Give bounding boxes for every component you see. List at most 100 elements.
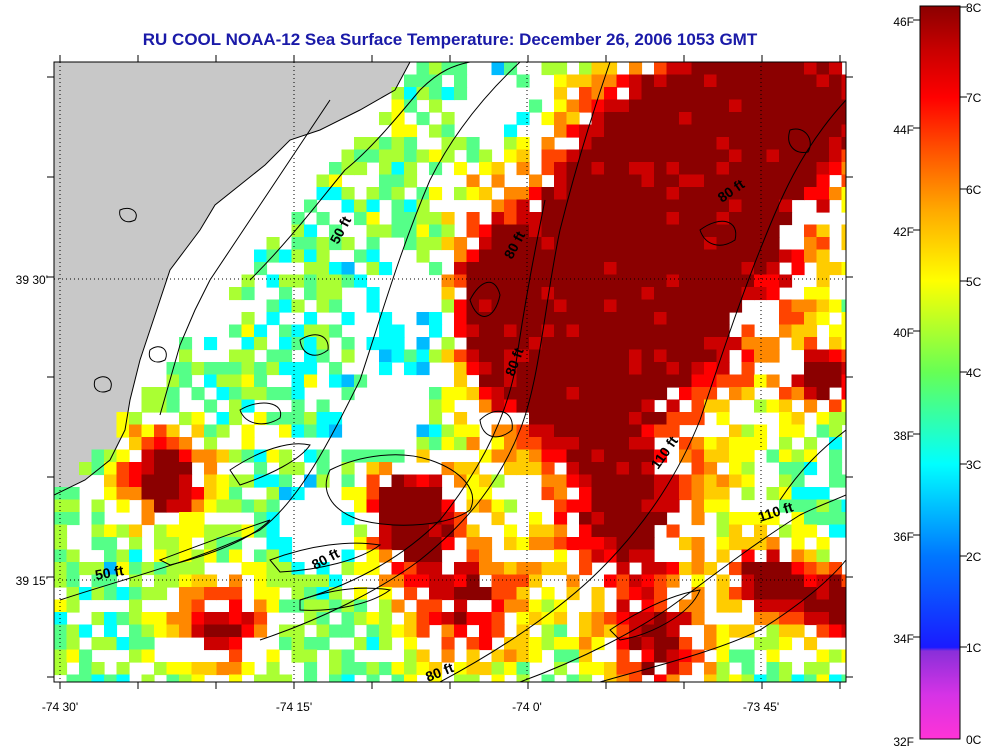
- sst-pixel: [266, 662, 280, 676]
- sst-pixel: [454, 249, 468, 263]
- sst-pixel: [716, 112, 730, 126]
- sst-pixel: [291, 487, 305, 501]
- sst-pixel: [466, 674, 480, 682]
- sst-pixel: [354, 587, 368, 601]
- sst-pixel: [154, 462, 168, 476]
- sst-pixel: [291, 324, 305, 338]
- sst-pixel: [541, 424, 555, 438]
- sst-pixel: [654, 599, 668, 613]
- sst-pixel: [104, 562, 118, 576]
- sst-pixel: [754, 137, 768, 151]
- sst-pixel: [229, 649, 243, 663]
- sst-pixel: [616, 562, 630, 576]
- sst-pixel: [679, 212, 693, 226]
- sst-pixel: [154, 387, 168, 401]
- sst-pixel: [466, 612, 480, 626]
- sst-pixel: [591, 212, 605, 226]
- sst-pixel: [266, 449, 280, 463]
- sst-pixel: [716, 262, 730, 276]
- sst-pixel: [479, 362, 493, 376]
- sst-pixel: [304, 274, 318, 288]
- sst-pixel: [429, 99, 443, 113]
- sst-pixel: [629, 187, 643, 201]
- sst-pixel: [641, 137, 655, 151]
- sst-pixel: [279, 337, 293, 351]
- sst-pixel: [466, 149, 480, 163]
- sst-pixel: [766, 637, 780, 651]
- sst-pixel: [779, 112, 793, 126]
- sst-pixel: [516, 299, 530, 313]
- sst-pixel: [279, 324, 293, 338]
- sst-pixel: [229, 612, 243, 626]
- sst-pixel: [554, 637, 568, 651]
- sst-pixel: [766, 174, 780, 188]
- sst-pixel: [591, 199, 605, 213]
- sst-pixel: [754, 637, 768, 651]
- sst-pixel: [716, 287, 730, 301]
- sst-pixel: [666, 287, 680, 301]
- sst-pixel: [641, 224, 655, 238]
- sst-pixel: [729, 137, 743, 151]
- sst-pixel: [491, 212, 505, 226]
- sst-pixel: [729, 424, 743, 438]
- sst-pixel: [279, 462, 293, 476]
- sst-pixel: [429, 612, 443, 626]
- lon-label: -74 15': [276, 700, 312, 714]
- sst-pixel: [166, 449, 180, 463]
- sst-pixel: [66, 637, 80, 651]
- sst-pixel: [341, 274, 355, 288]
- sst-pixel: [629, 274, 643, 288]
- sst-pixel: [116, 524, 130, 538]
- sst-pixel: [279, 599, 293, 613]
- sst-pixel: [604, 249, 618, 263]
- sst-pixel: [566, 324, 580, 338]
- sst-pixel: [679, 337, 693, 351]
- sst-pixel: [541, 449, 555, 463]
- sst-pixel: [766, 399, 780, 413]
- sst-pixel: [204, 399, 218, 413]
- sst-pixel: [604, 262, 618, 276]
- sst-pixel: [379, 449, 393, 463]
- sst-pixel: [841, 324, 846, 338]
- sst-pixel: [79, 462, 93, 476]
- sst-pixel: [341, 337, 355, 351]
- sst-pixel: [704, 187, 718, 201]
- sst-pixel: [616, 299, 630, 313]
- sst-pixel: [579, 649, 593, 663]
- sst-pixel: [629, 412, 643, 426]
- sst-pixel: [779, 387, 793, 401]
- sst-pixel: [629, 299, 643, 313]
- sst-pixel: [566, 424, 580, 438]
- sst-pixel: [779, 587, 793, 601]
- sst-pixel: [541, 599, 555, 613]
- sst-pixel: [629, 249, 643, 263]
- sst-pixel: [191, 599, 205, 613]
- sst-pixel: [804, 87, 818, 101]
- sst-pixel: [729, 587, 743, 601]
- sst-pixel: [466, 424, 480, 438]
- sst-pixel: [604, 524, 618, 538]
- sst-pixel: [829, 424, 843, 438]
- sst-pixel: [841, 99, 846, 113]
- sst-pixel: [104, 537, 118, 551]
- sst-pixel: [704, 74, 718, 88]
- sst-pixel: [491, 674, 505, 682]
- sst-pixel: [629, 124, 643, 138]
- sst-pixel: [404, 74, 418, 88]
- sst-pixel: [641, 312, 655, 326]
- sst-pixel: [666, 562, 680, 576]
- sst-pixel: [566, 199, 580, 213]
- sst-pixel: [404, 587, 418, 601]
- sst-pixel: [841, 237, 846, 251]
- sst-pixel: [591, 612, 605, 626]
- sst-pixel: [591, 224, 605, 238]
- sst-pixel: [191, 362, 205, 376]
- sst-pixel: [366, 199, 380, 213]
- sst-pixel: [454, 362, 468, 376]
- sst-pixel: [704, 212, 718, 226]
- sst-pixel: [441, 349, 455, 363]
- sst-pixel: [616, 512, 630, 526]
- sst-pixel: [829, 512, 843, 526]
- sst-pixel: [204, 574, 218, 588]
- sst-pixel: [229, 474, 243, 488]
